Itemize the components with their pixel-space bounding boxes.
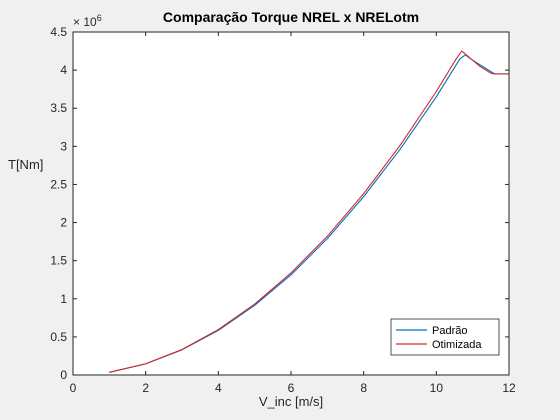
x-tick-label: 4 (215, 381, 222, 395)
legend: Padrão Otimizada (390, 318, 500, 356)
y-tick-label: 4.5 (50, 25, 67, 39)
y-multiplier-exponent: 6 (97, 13, 102, 23)
chart-title: Comparação Torque NREL x NRELotm (163, 9, 419, 25)
y-tick-label: 4 (60, 63, 67, 77)
legend-label: Padrão (432, 325, 467, 337)
series-line-1 (109, 50, 509, 373)
x-tick-label: 8 (360, 381, 367, 395)
data-series (109, 50, 509, 373)
plot-background (73, 32, 509, 375)
y-tick-label: 2 (60, 216, 67, 230)
y-tick-label: 1.5 (50, 254, 67, 268)
y-tick-label: 0 (60, 368, 67, 382)
legend-box (390, 318, 500, 356)
y-tick-label: 3.5 (50, 101, 67, 115)
x-axis-label: V_inc [m/s] (259, 394, 323, 409)
x-tick-label: 10 (430, 381, 444, 395)
y-tick-label: 1 (60, 292, 67, 306)
y-multiplier: × 106 (73, 13, 102, 29)
y-axis-label: T[Nm] (8, 157, 43, 172)
legend-label: Otimizada (432, 339, 482, 351)
x-tick-label: 0 (70, 381, 77, 395)
plot-frame (72, 31, 510, 376)
x-tick-label: 2 (142, 381, 149, 395)
y-tick-label: 3 (60, 139, 67, 153)
y-tick-label: 0.5 (50, 330, 67, 344)
x-tick-label: 12 (502, 381, 516, 395)
x-tick-label: 6 (288, 381, 295, 395)
y-multiplier-base: × 10 (73, 15, 97, 29)
y-tick-label: 2.5 (50, 177, 67, 191)
